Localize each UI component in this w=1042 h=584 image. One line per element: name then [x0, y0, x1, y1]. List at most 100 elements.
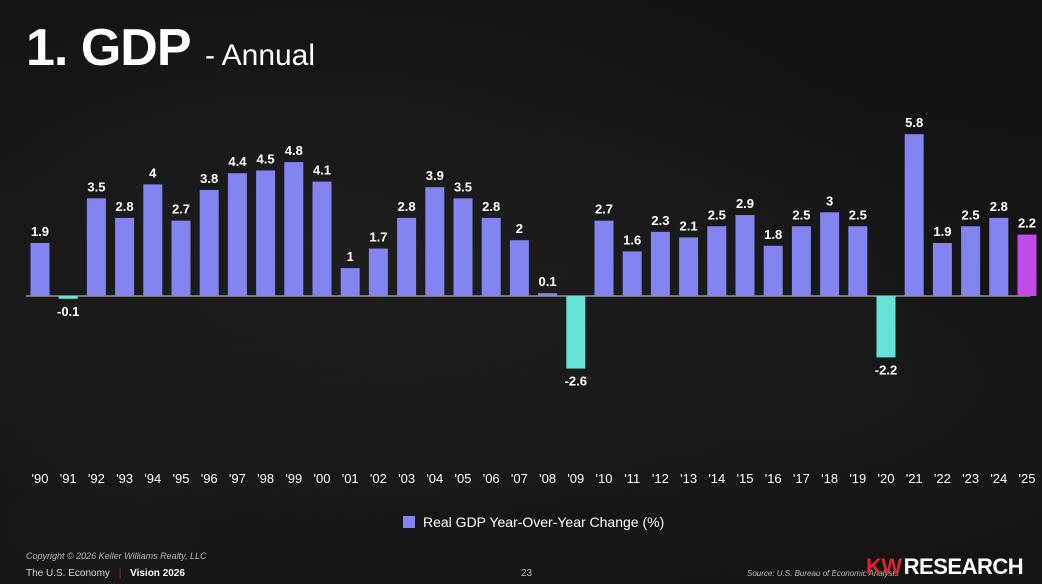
- data-label-20: -2.2: [875, 362, 897, 377]
- x-tick-20: '20: [878, 471, 895, 486]
- data-label-98: 4.5: [257, 151, 275, 166]
- data-label-09: -2.6: [565, 374, 587, 389]
- data-label-10: 2.7: [595, 202, 613, 217]
- bar-11: [622, 251, 642, 296]
- data-label-24: 2.8: [990, 199, 1008, 214]
- x-tick-13: '13: [680, 471, 697, 486]
- x-tick-12: '12: [652, 471, 669, 486]
- bar-94: [143, 184, 163, 296]
- footer-separator: |: [118, 568, 122, 579]
- bar-95: [171, 220, 191, 296]
- data-label-90: 1.9: [31, 224, 49, 239]
- bar-23: [961, 226, 981, 296]
- bar-18: [820, 212, 840, 296]
- x-tick-22: '22: [934, 471, 951, 486]
- data-label-94: 4: [149, 165, 157, 180]
- x-tick-04: '04: [426, 471, 443, 486]
- data-label-13: 2.1: [680, 218, 698, 233]
- x-tick-18: '18: [821, 471, 838, 486]
- page-number: 23: [521, 568, 533, 579]
- bar-25: [1017, 234, 1037, 296]
- logo-kw: KW: [866, 554, 902, 579]
- data-label-00: 4.1: [313, 163, 331, 178]
- x-tick-21: '21: [906, 471, 923, 486]
- bar-20: [876, 296, 896, 358]
- bar-13: [679, 237, 699, 296]
- data-label-95: 2.7: [172, 202, 190, 217]
- legend-label: Real GDP Year-Over-Year Change (%): [423, 514, 665, 530]
- data-label-04: 3.9: [426, 168, 444, 183]
- bar-92: [86, 198, 106, 296]
- bar-17: [791, 226, 811, 296]
- bar-91: [58, 296, 78, 299]
- bar-05: [453, 198, 473, 296]
- bar-99: [284, 162, 304, 296]
- x-tick-10: '10: [596, 471, 613, 486]
- page-title: 1. GDP - Annual: [26, 18, 315, 78]
- bar-19: [848, 226, 868, 296]
- legend-swatch: [403, 516, 415, 528]
- title-sub: - Annual: [204, 39, 316, 72]
- x-tick-96: '96: [201, 471, 218, 486]
- logo-research: RESEARCH: [903, 554, 1024, 579]
- x-tick-16: '16: [765, 471, 782, 486]
- x-tick-93: '93: [116, 471, 133, 486]
- x-tick-06: '06: [483, 471, 500, 486]
- bar-04: [425, 187, 445, 296]
- bar-98: [256, 170, 276, 296]
- title-main: 1. GDP: [26, 19, 191, 77]
- data-label-12: 2.3: [651, 213, 669, 228]
- data-label-23: 2.5: [962, 207, 980, 222]
- data-label-03: 2.8: [398, 199, 416, 214]
- x-tick-08: '08: [539, 471, 556, 486]
- data-label-16: 1.8: [764, 227, 782, 242]
- bar-15: [735, 215, 755, 296]
- data-label-93: 2.8: [116, 199, 134, 214]
- x-tick-92: '92: [88, 471, 105, 486]
- data-label-21: 5.8: [905, 115, 923, 130]
- data-label-11: 1.6: [623, 232, 641, 247]
- x-tick-07: '07: [511, 471, 528, 486]
- data-label-14: 2.5: [708, 207, 726, 222]
- x-tick-11: '11: [624, 471, 640, 486]
- bar-03: [397, 217, 417, 296]
- data-label-07: 2: [516, 221, 523, 236]
- chart-legend: Real GDP Year-Over-Year Change (%): [403, 514, 664, 530]
- footer-vision: Vision 2026: [130, 568, 185, 579]
- copyright-text: Copyright © 2026 Keller Williams Realty,…: [26, 551, 207, 561]
- bar-10: [594, 220, 614, 296]
- data-label-22: 1.9: [933, 224, 951, 239]
- bar-96: [199, 189, 219, 296]
- bar-09: [566, 296, 586, 369]
- data-label-91: -0.1: [57, 304, 79, 319]
- x-tick-05: '05: [455, 471, 472, 486]
- data-label-05: 3.5: [454, 179, 472, 194]
- bar-24: [989, 217, 1009, 296]
- x-tick-00: '00: [314, 471, 331, 486]
- data-label-17: 2.5: [792, 207, 810, 222]
- x-tick-98: '98: [257, 471, 274, 486]
- footer-section: The U.S. Economy | Vision 2026: [26, 568, 185, 579]
- bar-07: [509, 240, 529, 296]
- bar-21: [904, 134, 924, 296]
- bar-22: [932, 242, 952, 296]
- data-label-97: 4.4: [228, 154, 247, 169]
- bar-12: [650, 231, 670, 296]
- data-label-99: 4.8: [285, 143, 303, 158]
- x-tick-25: '25: [1019, 471, 1036, 486]
- data-label-92: 3.5: [87, 179, 105, 194]
- data-label-96: 3.8: [200, 171, 218, 186]
- bar-08: [538, 293, 558, 296]
- x-tick-97: '97: [229, 471, 246, 486]
- x-tick-17: '17: [793, 471, 810, 486]
- x-tick-15: '15: [737, 471, 754, 486]
- data-label-06: 2.8: [482, 199, 500, 214]
- data-label-02: 1.7: [369, 230, 387, 245]
- x-tick-01: '01: [342, 471, 359, 486]
- x-tick-90: '90: [32, 471, 49, 486]
- x-tick-03: '03: [398, 471, 415, 486]
- source-note: Source: U.S. Bureau of Economic Analysis: [747, 569, 899, 578]
- x-tick-95: '95: [173, 471, 190, 486]
- x-tick-94: '94: [144, 471, 161, 486]
